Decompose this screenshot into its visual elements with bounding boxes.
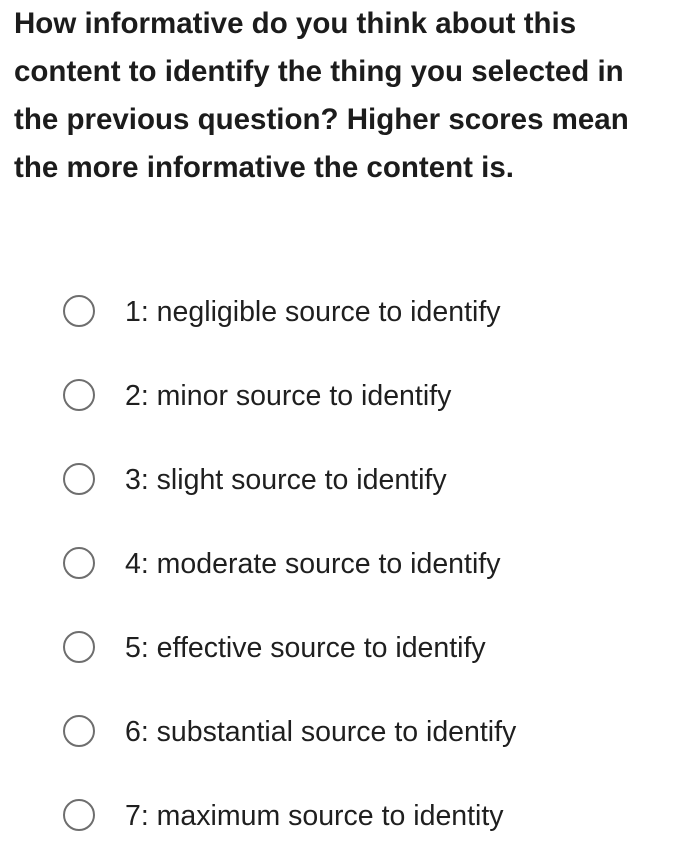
radio-option-label[interactable]: 3: slight source to identify	[125, 464, 447, 496]
radio-option-4[interactable]: 4: moderate source to identify	[0, 522, 674, 606]
radio-button-icon[interactable]	[63, 379, 95, 411]
radio-option-label[interactable]: 6: substantial source to identify	[125, 716, 517, 748]
radio-option-2[interactable]: 2: minor source to identify	[0, 354, 674, 438]
radio-button-icon[interactable]	[63, 463, 95, 495]
question-text: How informative do you think about this …	[14, 7, 629, 184]
radio-option-3[interactable]: 3: slight source to identify	[0, 438, 674, 522]
radio-option-5[interactable]: 5: effective source to identify	[0, 606, 674, 690]
radio-option-6[interactable]: 6: substantial source to identify	[0, 690, 674, 774]
radio-option-label[interactable]: 1: negligible source to identify	[125, 296, 501, 328]
radio-button-icon[interactable]	[63, 295, 95, 327]
radio-option-label[interactable]: 4: moderate source to identify	[125, 548, 501, 580]
radio-button-icon[interactable]	[63, 715, 95, 747]
radio-button-icon[interactable]	[63, 799, 95, 831]
radio-button-icon[interactable]	[63, 547, 95, 579]
radio-option-label[interactable]: 7: maximum source to identity	[125, 800, 504, 832]
radio-option-label[interactable]: 2: minor source to identify	[125, 380, 452, 412]
radio-option-1[interactable]: 1: negligible source to identify	[0, 270, 674, 354]
radio-button-icon[interactable]	[63, 631, 95, 663]
radio-option-7[interactable]: 7: maximum source to identity	[0, 774, 674, 858]
radio-group: 1: negligible source to identify 2: mino…	[0, 270, 674, 858]
radio-option-label[interactable]: 5: effective source to identify	[125, 632, 486, 664]
